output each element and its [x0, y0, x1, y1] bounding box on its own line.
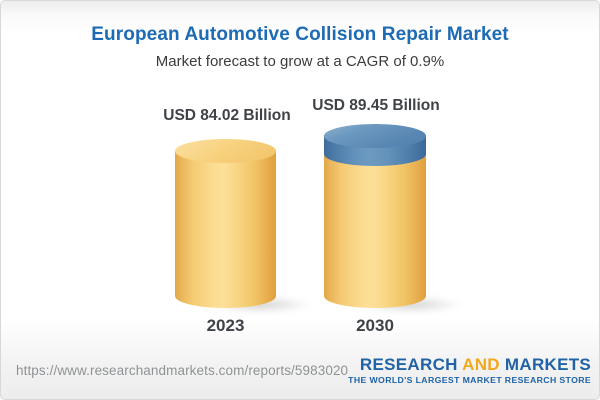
value-label-2030: USD 89.45 Billion — [312, 97, 440, 114]
logo-tagline: THE WORLD'S LARGEST MARKET RESEARCH STOR… — [348, 374, 592, 385]
cylinder-2030-growth-cap-top — [324, 124, 426, 148]
category-label-2030: 2030 — [356, 316, 394, 335]
category-label-2023: 2023 — [206, 316, 245, 335]
cylinder-2023-top-cap — [175, 139, 276, 163]
logo-word-markets: MARKETS — [504, 354, 592, 374]
logo-word-research: RESEARCH — [359, 354, 458, 374]
report-url-link[interactable]: https://www.researchandmarkets.com/repor… — [16, 362, 349, 378]
page-subtitle: Market forecast to grow at a CAGR of 0.9… — [155, 53, 445, 70]
cylinder-2023-body — [175, 151, 276, 296]
logo-word-and: AND — [462, 354, 500, 374]
logo-wordmark: RESEARCH AND MARKETS — [348, 356, 591, 373]
researchandmarkets-logo: RESEARCH AND MARKETS THE WORLD'S LARGEST… — [348, 356, 591, 385]
value-label-2023: USD 84.02 Billion — [163, 107, 291, 124]
footer: https://www.researchandmarkets.com/repor… — [1, 345, 599, 399]
page-title: European Automotive Collision Repair Mar… — [91, 24, 509, 45]
cylinder-2030-body — [324, 154, 426, 296]
